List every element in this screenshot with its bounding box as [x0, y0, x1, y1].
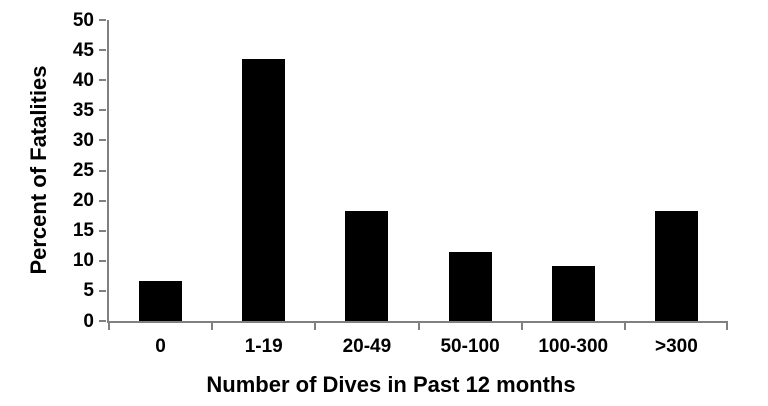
x-tick-label: 0 — [155, 336, 166, 357]
y-tick-mark — [99, 320, 106, 322]
x-tick-label: 50-100 — [440, 336, 500, 357]
y-tick-label: 0 — [83, 310, 94, 332]
bar-100-300 — [551, 266, 595, 321]
y-tick-label: 20 — [72, 190, 94, 212]
y-tick-mark — [99, 79, 106, 82]
y-tick-label: 40 — [72, 69, 94, 91]
x-tick-mark — [314, 323, 317, 330]
y-tick-mark — [99, 49, 106, 52]
y-tick-label: 25 — [72, 160, 94, 181]
y-tick-mark — [99, 229, 106, 232]
y-tick-label: 5 — [83, 280, 94, 302]
x-tick-mark — [211, 323, 214, 330]
x-tick-label: 20-49 — [342, 336, 392, 357]
y-tick-mark — [99, 199, 106, 202]
x-tick-mark — [726, 323, 728, 330]
x-tick-mark — [623, 323, 626, 330]
x-tick-label: 1-19 — [244, 336, 283, 357]
y-tick-mark — [99, 169, 106, 172]
x-tick-label: 100-300 — [538, 336, 609, 357]
bar-0 — [139, 280, 183, 321]
y-tick-label: 30 — [72, 129, 94, 151]
x-axis-title: Number of Dives in Past 12 months — [206, 372, 576, 397]
x-tick-mark — [108, 323, 110, 330]
y-tick-label: 15 — [72, 220, 94, 242]
y-tick-label: 45 — [72, 39, 94, 61]
bar-20-49 — [345, 210, 389, 321]
plot-area: 0 1-19 20-49 50-100 100-300 >300 — [107, 20, 728, 356]
x-tick-mark — [417, 323, 420, 330]
y-tick-mark — [99, 109, 106, 112]
y-tick-label: 50 — [72, 9, 94, 31]
bar->300 — [654, 210, 698, 321]
x-tick-label: >300 — [655, 336, 698, 357]
y-tick-mark — [99, 139, 106, 142]
y-tick-mark — [99, 289, 106, 292]
y-tick-label: 35 — [72, 99, 94, 121]
bar-1-19 — [242, 59, 286, 321]
y-tick-label: 10 — [72, 250, 94, 272]
bar-50-100 — [448, 252, 492, 321]
y-tick-mark — [99, 19, 106, 21]
y-tick-mark — [99, 259, 106, 262]
x-tick-mark — [520, 323, 523, 330]
